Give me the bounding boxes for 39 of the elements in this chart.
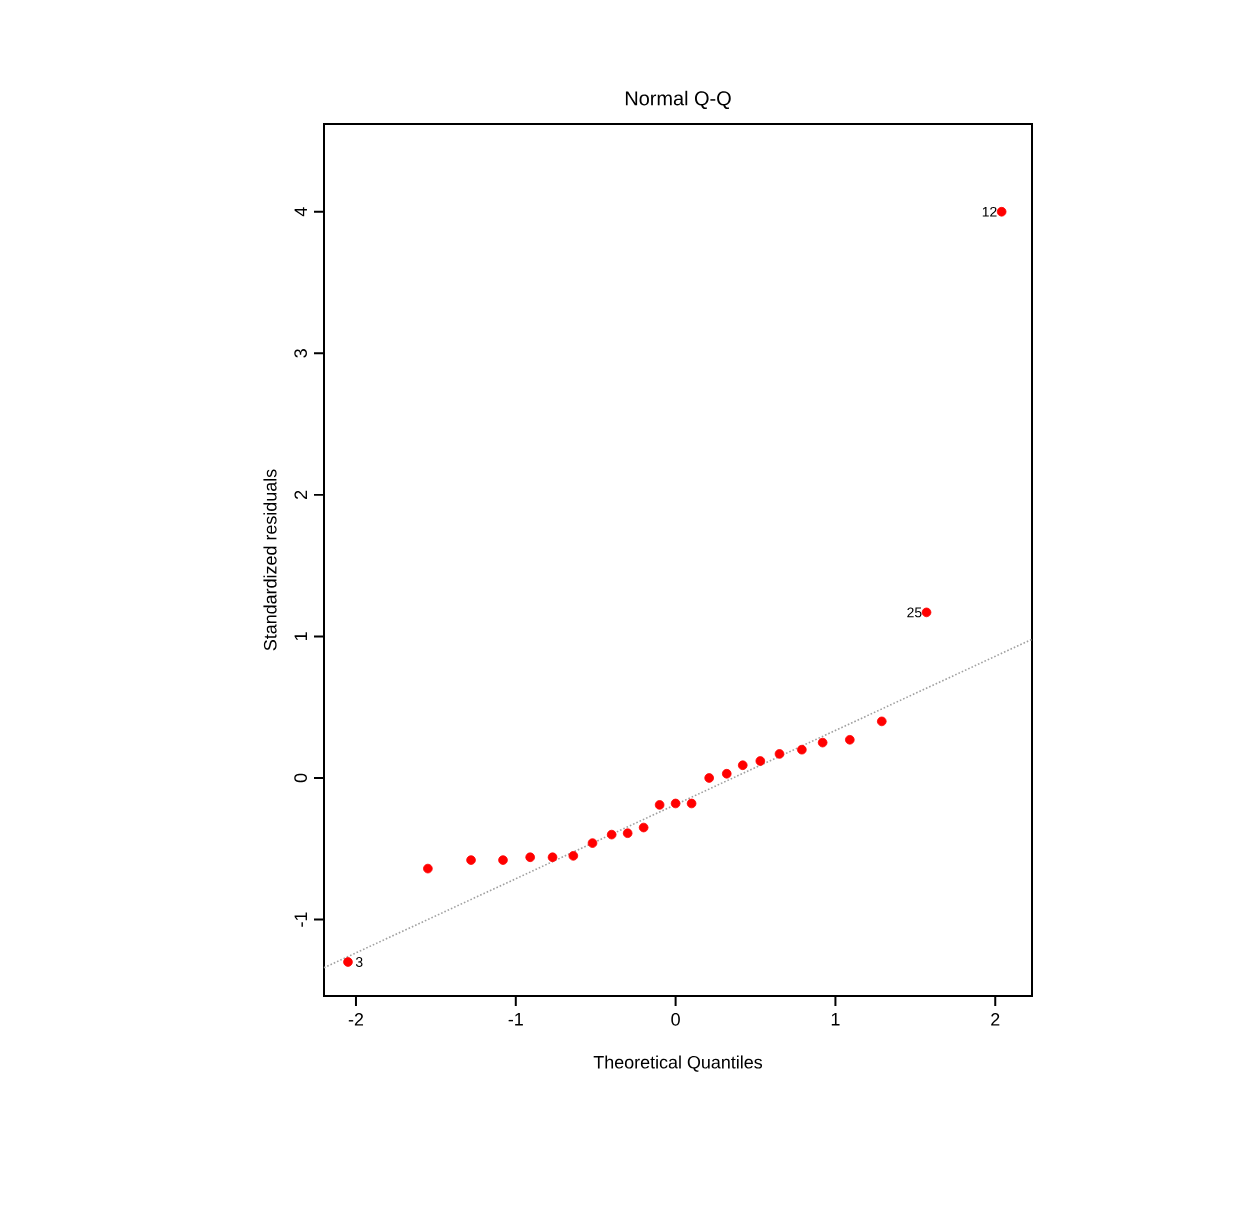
x-tick-label: -2 — [348, 1013, 364, 1026]
point — [721, 768, 732, 779]
point — [797, 744, 807, 755]
point — [686, 798, 697, 809]
x-tick-label: -1 — [508, 1013, 523, 1026]
point — [845, 734, 855, 745]
x-tick-label: 1 — [831, 1013, 840, 1026]
point — [568, 851, 579, 861]
y-tick-label: 2 — [294, 490, 307, 499]
point — [996, 206, 1007, 217]
point — [755, 756, 766, 766]
point — [587, 838, 598, 848]
point — [498, 855, 508, 865]
point — [654, 800, 665, 810]
point — [817, 737, 828, 748]
point — [876, 716, 887, 727]
point — [423, 863, 433, 874]
point — [774, 749, 785, 759]
point — [466, 855, 476, 865]
x-axis-title: Theoretical Quantiles — [593, 1055, 763, 1072]
point — [921, 607, 932, 618]
y-tick-label: -1 — [294, 912, 307, 927]
point — [525, 852, 535, 863]
y-tick-label: 4 — [294, 207, 307, 217]
chart-title: Normal Q-Q — [625, 90, 731, 110]
x-tick-label: 0 — [671, 1013, 680, 1026]
point — [547, 852, 558, 863]
y-axis-title: Standardized residuals — [263, 469, 277, 651]
point — [638, 822, 649, 833]
y-tick-label: 0 — [294, 773, 307, 783]
point — [704, 773, 714, 783]
point — [737, 760, 748, 771]
y-tick-label: 3 — [294, 349, 307, 358]
y-tick-label: 1 — [294, 632, 307, 641]
point — [343, 957, 353, 967]
point — [670, 798, 681, 809]
point — [606, 829, 617, 840]
point — [622, 828, 633, 838]
x-tick-label: 2 — [991, 1013, 1000, 1026]
